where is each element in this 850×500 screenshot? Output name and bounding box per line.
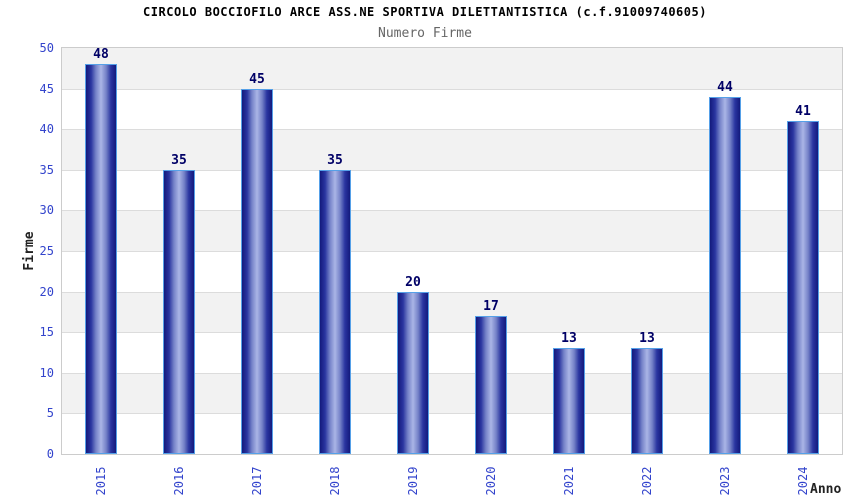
plot-band [62, 48, 842, 89]
bar-value-label: 13 [639, 331, 655, 347]
gridline [62, 291, 842, 293]
y-tick-label: 50 [39, 41, 54, 55]
x-tick-label-2024: 2024 [796, 466, 810, 496]
y-tick-label: 0 [46, 447, 54, 461]
x-axis-title: Anno [810, 482, 842, 497]
bar-2016 [163, 169, 195, 454]
bar-2023 [709, 96, 741, 454]
gridline [62, 129, 842, 131]
y-tick-label: 20 [39, 284, 54, 299]
y-tick-label: 40 [39, 122, 54, 137]
y-tick-label: 35 [39, 162, 54, 177]
x-tick-label-2022: 2022 [640, 466, 654, 496]
x-tick-label-2023: 2023 [718, 466, 732, 496]
y-tick-label: 30 [39, 203, 54, 218]
gridline [62, 251, 842, 252]
gridline [62, 88, 842, 90]
bar-2021 [553, 348, 585, 454]
bar-2022 [631, 348, 663, 454]
x-tick-label-2020: 2020 [484, 466, 498, 496]
x-tick-label-2017: 2017 [250, 466, 264, 496]
bar-2024 [787, 121, 819, 454]
chart-subtitle: Numero Firme [378, 26, 472, 41]
bar-value-label: 48 [93, 47, 109, 63]
bar-value-label: 41 [795, 104, 811, 120]
bar-2018 [319, 169, 351, 454]
x-tick-label-2019: 2019 [406, 466, 420, 496]
bar-2015 [85, 64, 117, 454]
gridline [62, 210, 842, 212]
y-tick-label: 45 [39, 81, 54, 96]
x-tick-label-2021: 2021 [562, 466, 576, 496]
x-tick-label-2016: 2016 [172, 466, 186, 496]
bar-value-label: 17 [483, 298, 499, 314]
x-tick-label-2015: 2015 [94, 466, 108, 496]
gridline [62, 372, 842, 374]
plot-area: 48 35 45 35 20 17 13 13 44 41 [61, 47, 843, 455]
bar-value-label: 20 [405, 274, 421, 290]
chart-title: CIRCOLO BOCCIOFILO ARCE ASS.NE SPORTIVA … [143, 5, 707, 19]
y-tick-label: 10 [39, 365, 54, 380]
bar-value-label: 44 [717, 79, 733, 95]
y-tick-label: 5 [46, 406, 54, 421]
gridline [62, 169, 842, 171]
x-tick-label-2018: 2018 [328, 466, 342, 496]
bar-2017 [241, 88, 273, 454]
gridline [62, 413, 842, 415]
y-axis-title: Firme [22, 231, 37, 271]
bar-2019 [397, 291, 429, 454]
bar-2020 [475, 315, 507, 454]
bar-value-label: 35 [171, 152, 187, 168]
y-tick-label: 15 [39, 325, 54, 340]
gridline [62, 332, 842, 334]
bar-value-label: 13 [561, 331, 577, 347]
y-tick-label: 25 [39, 244, 54, 258]
bar-value-label: 45 [249, 71, 265, 87]
bar-value-label: 35 [327, 152, 343, 168]
